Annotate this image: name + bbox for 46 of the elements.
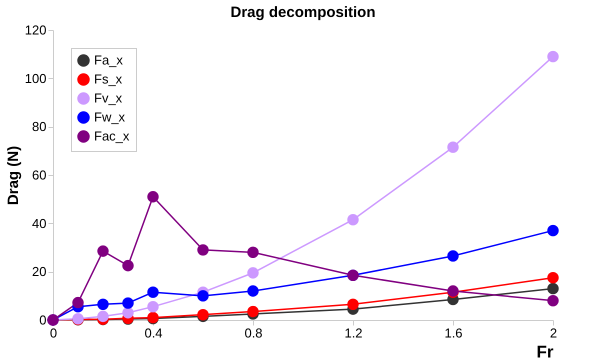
y-tick-label: 80 — [32, 119, 46, 134]
point — [247, 285, 259, 297]
x-tick-label: 0 — [50, 326, 58, 340]
chart-title: Drag decomposition — [230, 4, 376, 21]
point — [197, 290, 209, 302]
x-tick-label: 1.2 — [344, 326, 363, 340]
x-axis-title: Fr — [536, 342, 554, 360]
point — [122, 307, 134, 318]
point — [547, 50, 559, 62]
point — [97, 310, 109, 322]
x-tick-label: 2 — [550, 326, 558, 340]
legend-label: Fv_x — [94, 90, 123, 106]
x-tick-label: 0.4 — [144, 326, 163, 340]
point — [147, 301, 159, 312]
y-axis-title: Drag (N) — [4, 146, 22, 206]
point — [547, 272, 559, 284]
point — [247, 246, 259, 258]
point — [97, 245, 109, 257]
point — [122, 297, 134, 309]
point — [447, 250, 459, 262]
point — [347, 214, 359, 226]
y-tick-label: 100 — [24, 70, 46, 86]
point — [547, 224, 559, 236]
legend-label: Fw_x — [94, 110, 126, 124]
point — [447, 142, 459, 153]
y-tick-label: 60 — [32, 168, 46, 182]
point — [547, 294, 559, 306]
legend-label: Fs_x — [94, 72, 123, 86]
point — [97, 298, 109, 310]
point — [72, 296, 84, 308]
legend-label: Fac_x — [94, 128, 130, 144]
x-tick-label: 0.8 — [244, 326, 263, 340]
point — [347, 298, 359, 310]
point — [197, 244, 209, 256]
point — [122, 260, 134, 272]
y-tick-label: 120 — [24, 22, 46, 38]
legend-label: Fa_x — [94, 52, 124, 68]
point — [247, 267, 259, 279]
x-tick-label: 1.6 — [444, 326, 463, 340]
y-tick-label: 20 — [32, 264, 46, 280]
y-tick-label: 40 — [32, 216, 46, 231]
point — [547, 282, 559, 294]
point — [147, 191, 159, 202]
y-tick-label: 0 — [39, 312, 46, 328]
point — [247, 306, 259, 318]
point — [147, 286, 159, 298]
